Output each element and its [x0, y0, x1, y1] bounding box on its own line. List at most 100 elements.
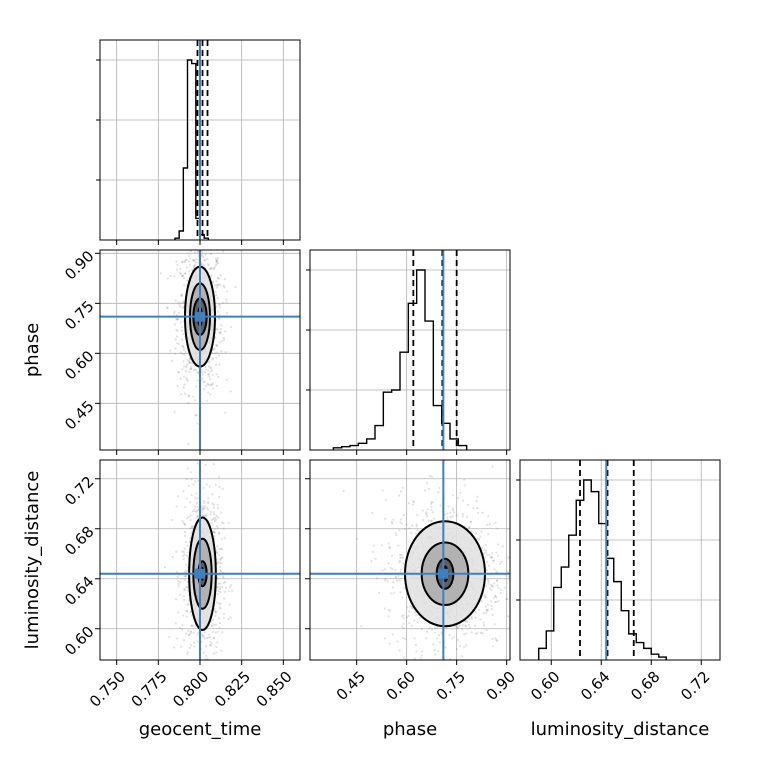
sample-point	[495, 579, 499, 583]
sample-point	[418, 617, 421, 620]
sample-point	[211, 368, 214, 372]
sample-point	[451, 637, 454, 640]
sample-point	[230, 325, 233, 329]
panel-content	[100, 460, 300, 680]
sample-point	[182, 386, 185, 389]
sample-point	[225, 378, 228, 381]
sample-point	[222, 576, 225, 579]
sample-point	[499, 592, 502, 595]
y-tick-label-luminosity_distance-1: 0.64	[61, 573, 97, 609]
sample-point	[207, 633, 210, 636]
sample-point	[196, 258, 200, 261]
sample-point	[402, 622, 405, 625]
sample-point	[218, 663, 220, 665]
sample-point	[188, 361, 191, 364]
sample-point	[226, 290, 229, 293]
sample-point	[402, 513, 405, 517]
sample-point	[195, 662, 197, 664]
sample-point	[501, 545, 504, 548]
sample-point	[511, 565, 513, 567]
sample-point	[202, 255, 205, 259]
sample-point	[398, 579, 401, 582]
sample-point	[461, 499, 465, 502]
sample-point	[188, 633, 191, 636]
sample-point	[202, 667, 204, 669]
sample-point	[203, 380, 206, 384]
sample-point	[180, 393, 183, 396]
sample-point	[222, 336, 225, 339]
sample-point	[420, 627, 424, 631]
sample-point	[220, 538, 223, 541]
sample-point	[211, 382, 215, 385]
sample-point	[191, 526, 194, 529]
sample-point	[214, 631, 217, 634]
sample-point	[175, 317, 179, 321]
sample-point	[458, 624, 461, 627]
panel-content	[310, 460, 525, 660]
sample-point	[398, 560, 401, 564]
sample-point	[216, 551, 219, 554]
sample-point	[216, 586, 220, 589]
sample-point	[208, 384, 211, 387]
sample-point	[218, 626, 221, 629]
sample-point	[218, 548, 221, 551]
sample-point	[486, 609, 489, 612]
sample-point	[207, 264, 210, 267]
sample-point	[188, 254, 191, 258]
sample-point	[185, 569, 188, 572]
sample-point	[188, 360, 191, 363]
panel-geocent_time-vs-luminosity_distance	[95, 459, 301, 680]
sample-point	[523, 574, 525, 576]
sample-point	[169, 274, 172, 278]
sample-point	[388, 546, 391, 550]
sample-point	[212, 678, 214, 680]
sample-point	[202, 507, 205, 510]
sample-point	[203, 631, 206, 634]
sample-point	[481, 632, 484, 635]
sample-point	[212, 530, 215, 533]
sample-point	[205, 637, 208, 640]
sample-point	[187, 633, 191, 636]
sample-point	[391, 633, 395, 636]
sample-point	[484, 544, 487, 547]
sample-point	[490, 600, 493, 603]
sample-point	[383, 607, 386, 610]
sample-point	[222, 612, 226, 615]
sample-point	[192, 243, 194, 245]
sample-point	[360, 625, 363, 628]
sample-point	[188, 370, 191, 374]
sample-point	[183, 348, 186, 351]
x-tick-label-geocent_time-0: 0.750	[86, 668, 129, 711]
panel-frame	[99, 249, 301, 451]
sample-point	[177, 311, 180, 315]
sample-point	[468, 617, 471, 620]
sample-point	[474, 531, 478, 535]
sample-point	[220, 649, 223, 652]
sample-point	[214, 651, 218, 654]
sample-point	[215, 373, 218, 376]
sample-point	[451, 515, 454, 518]
sample-point	[437, 634, 441, 637]
sample-point	[180, 244, 182, 246]
sample-point	[188, 646, 192, 649]
sample-point	[507, 575, 510, 578]
sample-point	[215, 356, 218, 359]
sample-point	[203, 501, 206, 504]
sample-point	[186, 279, 189, 282]
sample-point	[399, 490, 403, 493]
sample-point	[208, 235, 210, 237]
sample-point	[183, 272, 186, 275]
sample-point	[210, 274, 213, 277]
sample-point	[222, 616, 226, 619]
sample-point	[477, 608, 480, 612]
sample-point	[185, 266, 188, 269]
sample-point	[190, 526, 194, 529]
sample-point	[209, 253, 213, 256]
sample-point	[205, 513, 208, 516]
sample-point	[398, 649, 401, 652]
sample-point	[177, 371, 180, 374]
sample-point	[175, 637, 179, 640]
sample-point	[192, 259, 196, 262]
sample-point	[516, 570, 518, 572]
sample-point	[205, 483, 208, 486]
